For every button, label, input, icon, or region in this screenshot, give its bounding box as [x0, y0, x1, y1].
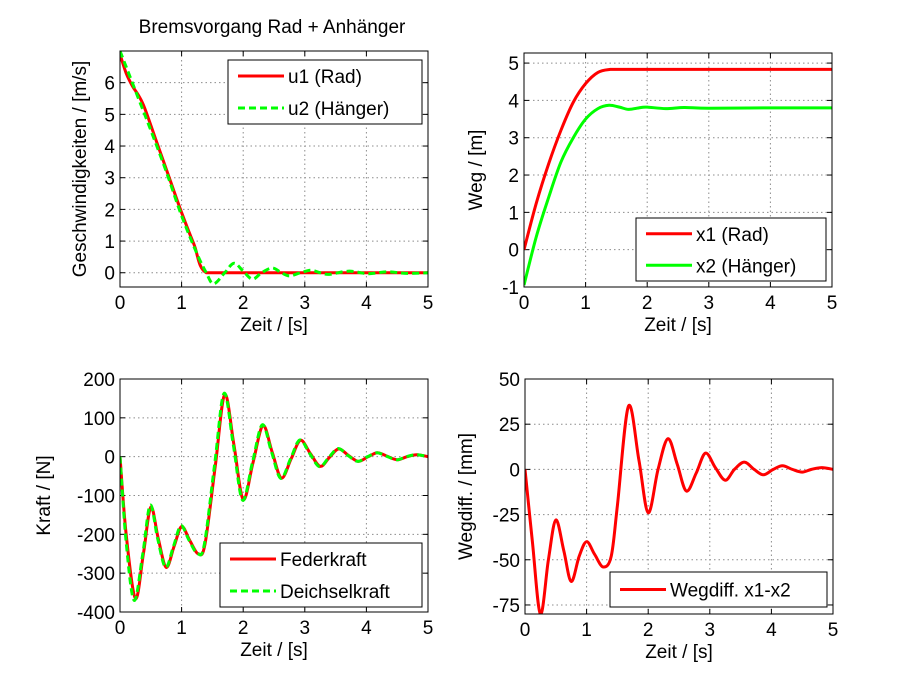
y-tick-label: 2	[104, 200, 115, 221]
x-tick-label: 1	[176, 293, 187, 314]
y-tick-label: 0	[509, 460, 520, 481]
y-tick-label: -300	[77, 564, 115, 585]
y-tick-label: 50	[499, 370, 520, 391]
legend-entry: Wegdiff. x1-x2	[670, 581, 791, 602]
y-tick-label: 1	[104, 232, 115, 253]
x-axis-label: Zeit / [s]	[240, 640, 308, 661]
legend: u1 (Rad) u2 (Hänger)	[227, 59, 423, 125]
legend-box	[635, 217, 827, 282]
y-axis-label: Weg / [m]	[466, 130, 487, 211]
y-tick-label: -400	[77, 603, 115, 624]
x-tick-label: 3	[300, 618, 311, 639]
x-tick-label: 2	[238, 293, 249, 314]
x-axis-label: Zeit / [s]	[645, 642, 713, 663]
x-tick-label: 0	[115, 293, 126, 314]
y-tick-label: -75	[493, 596, 520, 617]
x-tick-label: 3	[300, 293, 311, 314]
y-tick-label: 25	[499, 415, 520, 436]
legend-entry: Deichselkraft	[280, 582, 391, 603]
legend: Federkraft Deichselkraft	[219, 542, 423, 608]
x-tick-label: 1	[176, 618, 187, 639]
y-tick-label: -50	[493, 551, 520, 572]
x-tick-label: 0	[519, 293, 530, 314]
x-tick-label: 4	[765, 293, 776, 314]
axes-box	[119, 378, 429, 613]
chart-title: Bremsvorgang Rad + Anhänger	[139, 17, 406, 38]
subplot-1: 0 1 2 3 4 5 0 1 2 3 4 5 6 Zeit / [s] Geschwindigkeiten…	[70, 17, 433, 336]
series-line-1	[524, 67, 832, 251]
legend-box	[227, 59, 423, 125]
y-axis-label: Wegdiff. / [mm]	[456, 433, 477, 560]
y-tick-label: 4	[104, 137, 115, 158]
legend-entry: x2 (Hänger)	[696, 256, 796, 277]
x-tick-label: 0	[115, 618, 126, 639]
subplot-3: 0 1 2 3 4 5 -400 -300 -200 -100 0 100 200 Zeit / [s] K…	[34, 370, 433, 661]
legend-entry: Federkraft	[280, 550, 367, 571]
legend-entry: x1 (Rad)	[696, 225, 769, 246]
y-tick-label: -1	[502, 278, 519, 299]
y-tick-label: 3	[104, 169, 115, 190]
x-tick-label: 0	[520, 620, 531, 641]
x-axis-label: Zeit / [s]	[240, 315, 308, 336]
x-tick-label: 1	[581, 620, 592, 641]
x-tick-label: 3	[704, 293, 715, 314]
axes-box	[524, 378, 834, 615]
y-tick-label: 5	[508, 54, 519, 75]
legend-box	[219, 542, 423, 608]
y-tick-label: 200	[83, 370, 115, 391]
x-tick-label: 1	[580, 293, 591, 314]
series-line-2	[120, 391, 428, 602]
y-tick-label: 1	[508, 203, 519, 224]
axes-box	[119, 50, 429, 288]
y-axis-label: Kraft / [N]	[34, 455, 55, 535]
series-line-2	[524, 103, 832, 286]
x-tick-label: 2	[642, 293, 653, 314]
x-tick-label: 4	[361, 618, 372, 639]
x-tick-label: 3	[705, 620, 716, 641]
axes-box	[523, 52, 833, 288]
legend: Wegdiff. x1-x2	[609, 571, 828, 608]
y-tick-label: 0	[104, 448, 115, 469]
y-tick-label: 4	[508, 91, 519, 112]
legend-entry: u2 (Hänger)	[288, 99, 389, 120]
y-tick-label: 3	[508, 129, 519, 150]
x-tick-label: 5	[423, 293, 434, 314]
x-tick-label: 5	[423, 618, 434, 639]
series-line-1	[525, 403, 833, 614]
legend: x1 (Rad) x2 (Hänger)	[635, 217, 827, 282]
y-tick-label: -25	[493, 506, 520, 527]
series-line-2	[120, 51, 428, 286]
y-tick-label: -100	[77, 487, 115, 508]
x-tick-label: 2	[238, 618, 249, 639]
x-tick-label: 5	[827, 293, 838, 314]
x-tick-label: 4	[361, 293, 372, 314]
x-tick-label: 5	[828, 620, 839, 641]
y-tick-label: 6	[104, 74, 115, 95]
x-tick-label: 4	[766, 620, 777, 641]
x-axis-label: Zeit / [s]	[644, 315, 712, 336]
subplot-4: 0 1 2 3 4 5 -75 -50 -25 0 25 50 Zeit / [s] Wegdiff. /…	[456, 370, 838, 663]
y-tick-label: 0	[508, 241, 519, 262]
y-axis-label: Geschwindigkeiten / [m/s]	[70, 61, 91, 277]
y-tick-label: 5	[104, 105, 115, 126]
y-tick-label: 0	[104, 264, 115, 285]
y-tick-label: 2	[508, 166, 519, 187]
x-tick-label: 2	[643, 620, 654, 641]
legend-entry: u1 (Rad)	[288, 67, 362, 88]
y-tick-label: -200	[77, 525, 115, 546]
y-tick-label: 100	[83, 409, 115, 430]
